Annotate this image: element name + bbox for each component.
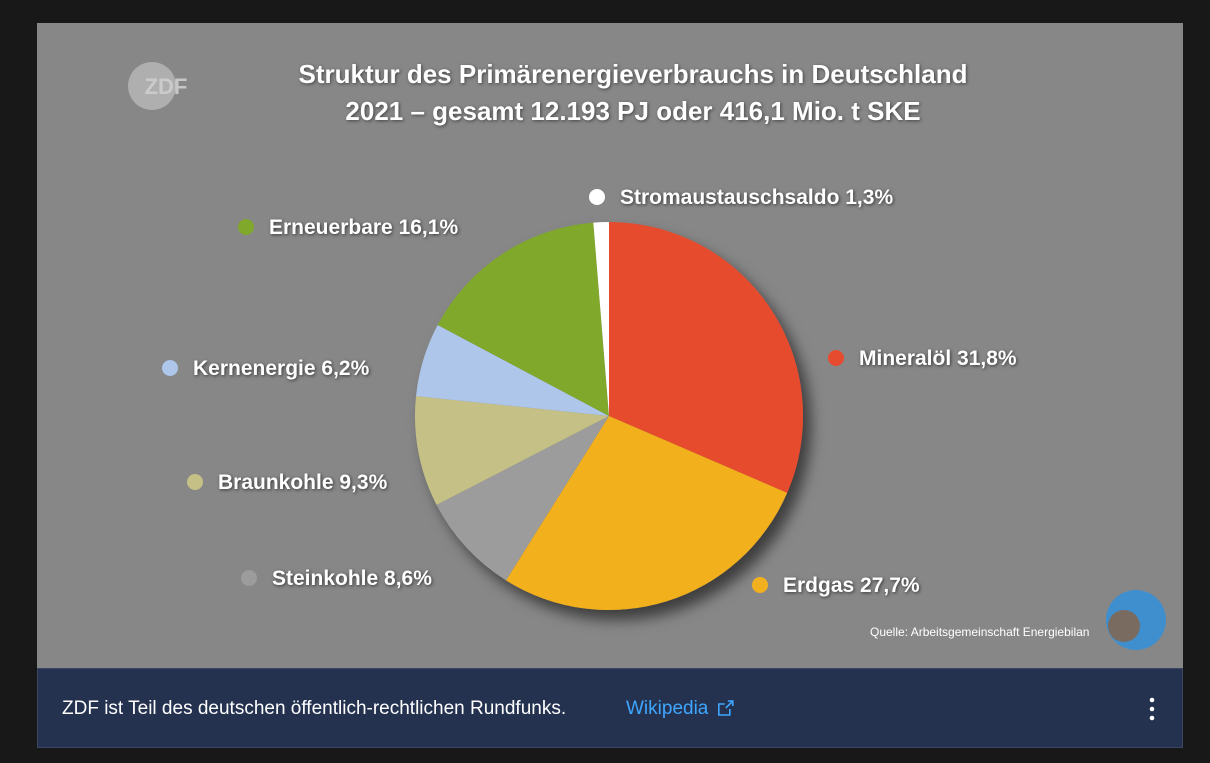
- slice-label: Stromaustauschsaldo 1,3%: [620, 186, 893, 209]
- chart-title: 2021 – gesamt 12.193 PJ oder 416,1 Mio. …: [345, 96, 920, 126]
- legend-dot: [238, 219, 254, 235]
- value-label: 1,3%: [845, 186, 893, 209]
- slice-label: Erdgas 27,7%: [783, 574, 920, 597]
- slice-label: Erneuerbare 16,1%: [269, 216, 458, 239]
- legend-dot: [162, 360, 178, 376]
- value-label: 8,6%: [384, 567, 432, 590]
- pie-slice: [593, 222, 609, 416]
- legend-dot: [187, 474, 203, 490]
- menu-button[interactable]: [1149, 697, 1155, 721]
- legend-dot: [752, 577, 768, 593]
- value-label: 27,7%: [860, 574, 920, 597]
- pie-slice: [436, 416, 609, 581]
- value-label: 9,3%: [339, 471, 387, 494]
- slice-label: Steinkohle 8,6%: [272, 567, 432, 590]
- category-label: Steinkohle: [272, 567, 378, 590]
- category-label: Kernenergie: [193, 357, 316, 380]
- category-label: Erneuerbare: [269, 216, 393, 239]
- logo-circle: [128, 62, 176, 110]
- pie: [415, 222, 803, 610]
- category-label: Stromaustauschsaldo: [620, 186, 839, 209]
- legend-dot: [589, 189, 605, 205]
- value-label: 16,1%: [399, 216, 459, 239]
- slice-label: Braunkohle 9,3%: [218, 471, 388, 494]
- chart-title: Struktur des Primärenergieverbrauchs in …: [299, 59, 968, 89]
- pie-slice: [609, 222, 803, 493]
- value-label: 6,2%: [321, 357, 369, 380]
- external-icon: [717, 700, 734, 716]
- pie-slice: [415, 396, 609, 505]
- logo: ZDF: [145, 74, 188, 99]
- slice-label: Kernenergie 6,2%: [193, 357, 370, 380]
- source: Quelle: Arbeitsgemeinschaft Energiebilan: [870, 625, 1089, 639]
- pie-slice: [505, 416, 788, 610]
- category-label: Braunkohle: [218, 471, 334, 494]
- pie-slice: [416, 324, 609, 416]
- channel-logo-face: [1108, 610, 1140, 642]
- info-link[interactable]: Wikipedia: [626, 698, 709, 719]
- info-bar: [37, 668, 1183, 748]
- legend-dot: [828, 350, 844, 366]
- category-label: Erdgas: [783, 574, 854, 597]
- pie-slice: [437, 222, 609, 416]
- value-label: 31,8%: [957, 347, 1017, 370]
- info-text: ZDF ist Teil des deutschen öffentlich-re…: [62, 698, 566, 719]
- legend-dot: [241, 570, 257, 586]
- category-label: Mineralöl: [859, 347, 951, 370]
- slice-label: Mineralöl 31,8%: [859, 347, 1017, 370]
